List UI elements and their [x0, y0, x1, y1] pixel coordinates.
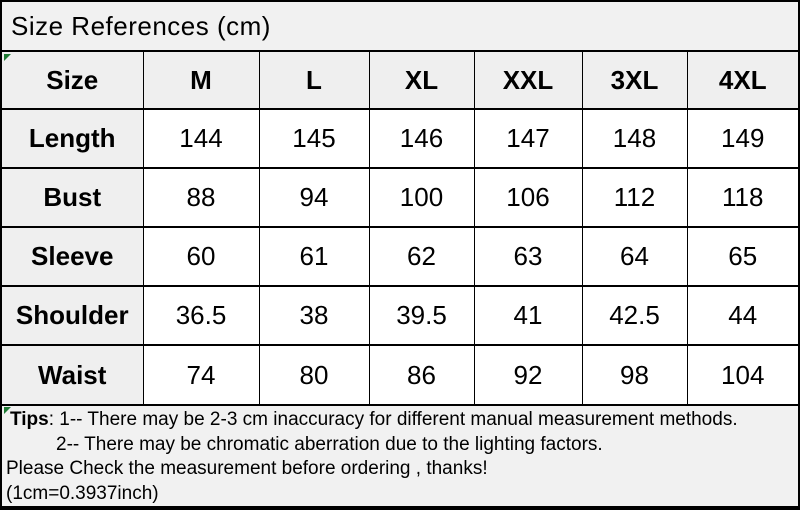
table-cell: 104	[686, 344, 798, 404]
row-label-length: Length	[2, 108, 143, 168]
table-cell: 74	[142, 344, 259, 404]
table-row-shoulder: Shoulder 36.5 38 39.5 41 42.5 44	[2, 285, 798, 345]
table-cell: 118	[686, 167, 798, 227]
table-cell: 39.5	[368, 285, 474, 345]
table-header-row: Size M L XL XXL 3XL 4XL	[2, 50, 798, 109]
table-cell: 92	[473, 344, 582, 404]
tips-label: Tips	[10, 409, 49, 430]
table-cell: 144	[142, 108, 259, 168]
table-cell: 148	[581, 108, 687, 168]
tips-line-1-text: : 1-- There may be 2-3 cm inaccuracy for…	[48, 409, 738, 430]
excel-corner-marker-icon	[4, 407, 11, 414]
table-cell: 42.5	[581, 285, 687, 345]
table-cell: 63	[473, 226, 582, 286]
table-cell: 106	[473, 167, 582, 227]
column-header-xxl: XXL	[473, 50, 582, 109]
table-cell: 65	[686, 226, 798, 286]
table-cell: 61	[258, 226, 369, 286]
table-cell: 38	[258, 285, 369, 345]
bottom-divider-bar	[2, 506, 798, 510]
table-cell: 146	[368, 108, 474, 168]
column-header-3xl: 3XL	[581, 50, 687, 109]
table-cell: 149	[686, 108, 798, 168]
column-header-xl: XL	[368, 50, 474, 109]
table-cell: 94	[258, 167, 369, 227]
table-row-length: Length 144 145 146 147 148 149	[2, 108, 798, 168]
table-row-sleeve: Sleeve 60 61 62 63 64 65	[2, 226, 798, 286]
table-cell: 88	[142, 167, 259, 227]
table-cell: 36.5	[142, 285, 259, 345]
tips-line-4: (1cm=0.3937inch)	[6, 482, 159, 504]
table-cell: 100	[368, 167, 474, 227]
table-cell: 145	[258, 108, 369, 168]
size-table: Size M L XL XXL 3XL 4XL Length 144 145 1…	[2, 50, 798, 404]
column-header-size: Size	[2, 50, 143, 109]
tips-line-2: 2-- There may be chromatic aberration du…	[56, 433, 603, 455]
table-cell: 80	[258, 344, 369, 404]
tips-section: Tips: 1-- There may be 2-3 cm inaccuracy…	[2, 404, 798, 506]
excel-corner-marker-icon	[4, 54, 11, 61]
table-row-waist: Waist 74 80 86 92 98 104	[2, 344, 798, 404]
table-cell: 64	[581, 226, 687, 286]
column-header-l: L	[258, 50, 369, 109]
table-cell: 44	[686, 285, 798, 345]
row-label-bust: Bust	[2, 167, 143, 227]
column-header-m: M	[142, 50, 259, 109]
sheet-title: Size References (cm)	[2, 2, 798, 50]
column-header-4xl: 4XL	[686, 50, 798, 109]
tips-line-1: Tips: 1-- There may be 2-3 cm inaccuracy…	[6, 408, 794, 433]
row-label-shoulder: Shoulder	[2, 285, 143, 345]
table-cell: 147	[473, 108, 582, 168]
row-label-waist: Waist	[2, 344, 143, 404]
table-cell: 41	[473, 285, 582, 345]
tips-line-3: Please Check the measurement before orde…	[6, 458, 488, 479]
table-cell: 60	[142, 226, 259, 286]
table-cell: 86	[368, 344, 474, 404]
table-row-bust: Bust 88 94 100 106 112 118	[2, 167, 798, 227]
table-cell: 112	[581, 167, 687, 227]
table-cell: 98	[581, 344, 687, 404]
row-label-sleeve: Sleeve	[2, 226, 143, 286]
table-cell: 62	[368, 226, 474, 286]
